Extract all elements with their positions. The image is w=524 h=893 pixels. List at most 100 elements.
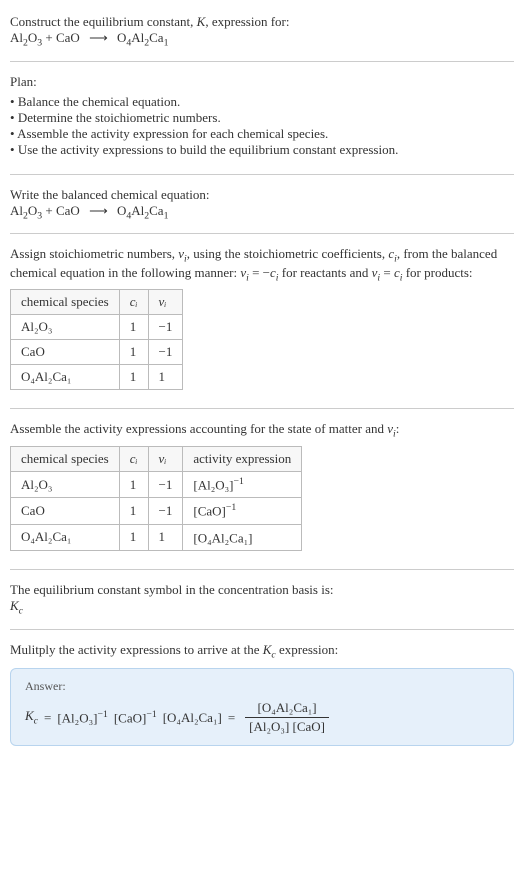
- th-species: chemical species: [11, 446, 120, 471]
- cell-c: 1: [119, 498, 148, 524]
- act-base: [CaO]: [193, 504, 226, 519]
- th-ci: cᵢ: [119, 446, 148, 471]
- r1b2: O: [28, 203, 37, 218]
- cell-c: 1: [119, 315, 148, 340]
- rel1b: = −: [249, 265, 270, 280]
- assign-d: for reactants and: [279, 265, 372, 280]
- answer-lhs: Kc: [25, 708, 38, 727]
- p1s32: 1: [164, 210, 169, 221]
- th-ci: cᵢ: [119, 290, 148, 315]
- th-ci-text: cᵢ: [130, 294, 138, 309]
- symbol-kc: Kc: [10, 598, 514, 617]
- plan-item: Use the activity expressions to build th…: [10, 142, 514, 158]
- fraction-den: [Al₂O₃] [CaO]: [245, 719, 329, 735]
- plan-item: Balance the chemical equation.: [10, 94, 514, 110]
- separator: [10, 569, 514, 570]
- reactant-2b: CaO: [56, 203, 80, 218]
- symbol-section: The equilibrium constant symbol in the c…: [10, 576, 514, 623]
- balanced-section: Write the balanced chemical equation: Al…: [10, 181, 514, 228]
- ans-K: K: [25, 708, 34, 723]
- cell-species: CaO: [11, 498, 120, 524]
- cell-species: O₄Al₂Ca₁: [11, 365, 120, 390]
- cell-nu: −1: [148, 340, 183, 365]
- answer-equation: Kc = [Al₂O₃]−1 [CaO]−1 [O₄Al₂Ca₁] = [O₄A…: [25, 700, 499, 735]
- reactant-1b: Al2O3: [10, 203, 45, 218]
- answer-box: Answer: Kc = [Al₂O₃]−1 [CaO]−1 [O₄Al₂Ca₁…: [10, 668, 514, 746]
- cell-nu: −1: [148, 498, 183, 524]
- th-nui: νᵢ: [148, 290, 183, 315]
- ans-c: c: [34, 716, 38, 727]
- r1s22: 3: [37, 210, 42, 221]
- activity-table: chemical species cᵢ νᵢ activity expressi…: [10, 446, 302, 551]
- act-exp: −1: [234, 476, 244, 487]
- separator: [10, 408, 514, 409]
- p1a: O: [117, 30, 126, 45]
- cell-activity: [Al₂O₃]−1: [183, 471, 302, 497]
- multiply-section: Mulitply the activity expressions to arr…: [10, 636, 514, 761]
- table-row: CaO 1 −1 [CaO]−1: [11, 498, 302, 524]
- intro-section: Construct the equilibrium constant, K, e…: [10, 8, 514, 55]
- th-nui-text2: νᵢ: [159, 451, 167, 466]
- cell-c: 1: [119, 340, 148, 365]
- multiply-a: Mulitply the activity expressions to arr…: [10, 642, 263, 657]
- separator: [10, 233, 514, 234]
- fraction-num: [O₄Al₂Ca₁]: [254, 700, 321, 716]
- assign-b: , using the stoichiometric coefficients,: [187, 246, 389, 261]
- stoich-table: chemical species cᵢ νᵢ Al₂O₃ 1 −1 CaO 1 …: [10, 289, 183, 390]
- cell-nu: 1: [148, 524, 183, 550]
- cell-nu: −1: [148, 315, 183, 340]
- assemble-section: Assemble the activity expressions accoun…: [10, 415, 514, 563]
- term-1: [Al₂O₃]−1: [57, 709, 108, 726]
- p1b2: Al: [131, 203, 144, 218]
- table-row: O₄Al₂Ca₁ 1 1 [O₄Al₂Ca₁]: [11, 524, 302, 550]
- table-row: CaO 1 −1: [11, 340, 183, 365]
- rel2b: =: [380, 265, 394, 280]
- r1a: Al: [10, 30, 23, 45]
- answer-label: Answer:: [25, 679, 499, 694]
- t1-base: [Al₂O₃]: [57, 710, 97, 725]
- separator: [10, 629, 514, 630]
- cell-species: Al₂O₃: [11, 471, 120, 497]
- plan-list: Balance the chemical equation. Determine…: [10, 94, 514, 158]
- assign-a: Assign stoichiometric numbers,: [10, 246, 178, 261]
- multiply-b: expression:: [276, 642, 338, 657]
- table-header-row: chemical species cᵢ νᵢ activity expressi…: [11, 446, 302, 471]
- table-header-row: chemical species cᵢ νᵢ: [11, 290, 183, 315]
- cell-species: CaO: [11, 340, 120, 365]
- cell-species: O₄Al₂Ca₁: [11, 524, 120, 550]
- term-3: [O₄Al₂Ca₁]: [163, 710, 222, 726]
- plan-item: Determine the stoichiometric numbers.: [10, 110, 514, 126]
- table-row: O₄Al₂Ca₁ 1 1: [11, 365, 183, 390]
- p1a2: O: [117, 203, 126, 218]
- fraction-bar: [245, 717, 329, 718]
- r1s2: 3: [37, 38, 42, 49]
- cell-c: 1: [119, 365, 148, 390]
- table-row: Al₂O₃ 1 −1 [Al₂O₃]−1: [11, 471, 302, 497]
- plan-item: Assemble the activity expression for eac…: [10, 126, 514, 142]
- th-nui-text: νᵢ: [159, 294, 167, 309]
- th-nui: νᵢ: [148, 446, 183, 471]
- cell-nu: −1: [148, 471, 183, 497]
- plan-section: Plan: Balance the chemical equation. Det…: [10, 68, 514, 168]
- intro-text-b: , expression for:: [205, 14, 289, 29]
- r1b: O: [28, 30, 37, 45]
- act-base: [Al₂O₃]: [193, 477, 233, 492]
- cell-c: 1: [119, 471, 148, 497]
- p1c: Ca: [149, 30, 163, 45]
- kc-c: c: [19, 606, 23, 617]
- cell-activity: [CaO]−1: [183, 498, 302, 524]
- reaction-equation-2: Al2O3 + CaO ⟶ O4Al2Ca1: [10, 203, 168, 218]
- assemble-a: Assemble the activity expressions accoun…: [10, 421, 387, 436]
- plus-2: +: [45, 203, 56, 218]
- assign-e: for products:: [402, 265, 472, 280]
- p1b: Al: [131, 30, 144, 45]
- cell-activity: [O₄Al₂Ca₁]: [183, 524, 302, 550]
- t2-base: [CaO]: [114, 710, 147, 725]
- assign-section: Assign stoichiometric numbers, νi, using…: [10, 240, 514, 402]
- reactant-1: Al2O3: [10, 30, 45, 45]
- fraction: [O₄Al₂Ca₁] [Al₂O₃] [CaO]: [245, 700, 329, 735]
- act-base: [O₄Al₂Ca₁]: [193, 530, 252, 545]
- product-1b: O4Al2Ca1: [117, 203, 168, 218]
- th-activity: activity expression: [183, 446, 302, 471]
- term-2: [CaO]−1: [114, 709, 157, 726]
